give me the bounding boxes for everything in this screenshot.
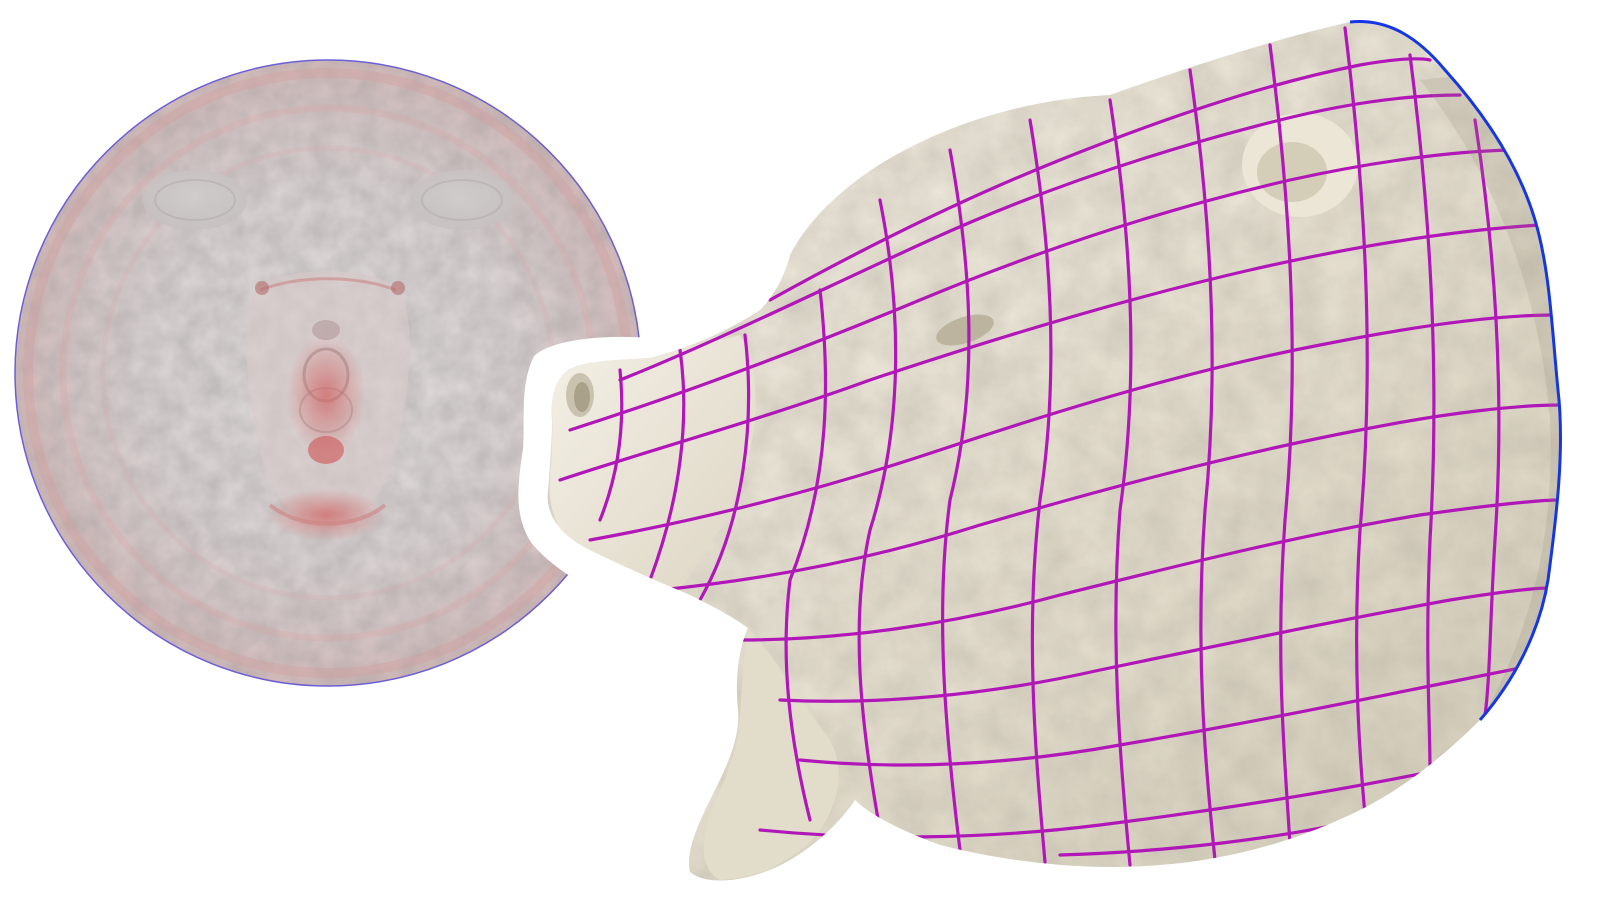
bear-eye — [936, 314, 994, 346]
bear-lower-jaw — [703, 628, 839, 880]
mesh-boundary — [1349, 20, 1562, 721]
uv-right-eye — [391, 281, 405, 295]
uv-left-eye — [255, 281, 269, 295]
bear-head-panel — [518, 20, 1562, 881]
bear-grid-lines — [558, 26, 1561, 867]
bear-snout — [549, 335, 756, 590]
